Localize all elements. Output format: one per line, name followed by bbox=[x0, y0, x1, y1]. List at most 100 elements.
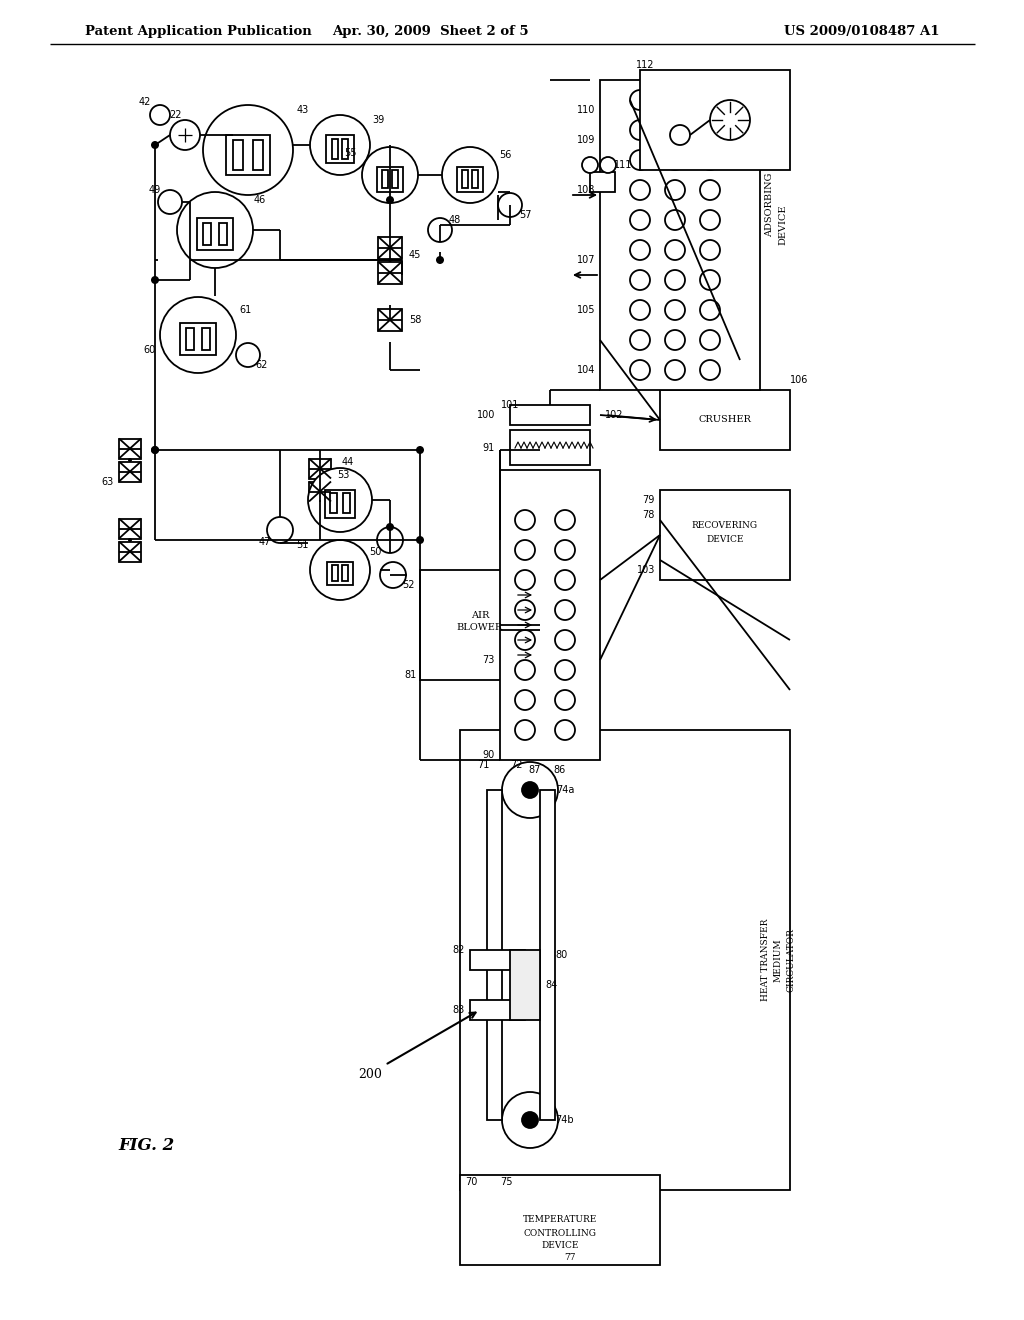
Circle shape bbox=[555, 510, 575, 531]
Text: 77: 77 bbox=[564, 1254, 575, 1262]
Circle shape bbox=[665, 150, 685, 170]
Circle shape bbox=[236, 343, 260, 367]
Bar bbox=[332, 139, 338, 158]
Circle shape bbox=[515, 570, 535, 590]
Circle shape bbox=[700, 150, 720, 170]
Circle shape bbox=[128, 458, 132, 462]
Bar bbox=[233, 140, 243, 170]
Circle shape bbox=[700, 330, 720, 350]
Circle shape bbox=[700, 90, 720, 110]
Bar bbox=[500, 470, 600, 760]
Circle shape bbox=[665, 120, 685, 140]
Text: 62: 62 bbox=[256, 360, 268, 370]
Bar bbox=[460, 730, 790, 1191]
Bar bbox=[119, 541, 141, 561]
Text: 43: 43 bbox=[297, 106, 309, 115]
Bar bbox=[660, 490, 790, 579]
Text: 74a: 74a bbox=[556, 785, 574, 795]
Circle shape bbox=[177, 191, 253, 268]
Text: ADSORBING: ADSORBING bbox=[765, 173, 774, 238]
Text: 63: 63 bbox=[101, 477, 113, 487]
Text: 100: 100 bbox=[476, 411, 495, 420]
Circle shape bbox=[665, 360, 685, 380]
Text: DEVICE: DEVICE bbox=[542, 1242, 579, 1250]
Circle shape bbox=[170, 120, 200, 150]
Circle shape bbox=[158, 190, 182, 214]
Circle shape bbox=[151, 446, 159, 454]
Circle shape bbox=[630, 150, 650, 170]
Text: AIR: AIR bbox=[471, 610, 489, 619]
Bar bbox=[330, 492, 337, 513]
Text: 109: 109 bbox=[577, 135, 595, 145]
Text: 107: 107 bbox=[577, 255, 595, 265]
Bar bbox=[325, 490, 355, 517]
Text: 78: 78 bbox=[643, 510, 655, 520]
Text: 104: 104 bbox=[577, 366, 595, 375]
Circle shape bbox=[442, 147, 498, 203]
Text: 108: 108 bbox=[577, 185, 595, 195]
Bar bbox=[202, 327, 210, 350]
Bar bbox=[253, 140, 263, 170]
Circle shape bbox=[428, 218, 452, 242]
Circle shape bbox=[203, 106, 293, 195]
Circle shape bbox=[502, 762, 558, 818]
Text: 84: 84 bbox=[545, 979, 557, 990]
Circle shape bbox=[555, 601, 575, 620]
Text: DEVICE: DEVICE bbox=[707, 536, 743, 544]
Bar bbox=[470, 950, 525, 970]
Text: US 2009/0108487 A1: US 2009/0108487 A1 bbox=[784, 25, 940, 37]
Bar bbox=[510, 430, 590, 465]
Circle shape bbox=[386, 195, 394, 205]
Circle shape bbox=[710, 100, 750, 140]
Circle shape bbox=[522, 781, 538, 799]
Text: 79: 79 bbox=[643, 495, 655, 506]
Circle shape bbox=[515, 601, 535, 620]
Text: TEMPERATURE: TEMPERATURE bbox=[523, 1216, 597, 1225]
Circle shape bbox=[665, 300, 685, 319]
Bar bbox=[332, 565, 338, 581]
Bar bbox=[309, 458, 331, 479]
Bar bbox=[510, 405, 590, 425]
Circle shape bbox=[665, 330, 685, 350]
Circle shape bbox=[600, 157, 616, 173]
Circle shape bbox=[386, 523, 394, 531]
Circle shape bbox=[515, 510, 535, 531]
Text: 82: 82 bbox=[453, 945, 465, 954]
Circle shape bbox=[555, 540, 575, 560]
Circle shape bbox=[630, 271, 650, 290]
Bar bbox=[342, 565, 348, 581]
Text: 200: 200 bbox=[358, 1068, 382, 1081]
Text: 75: 75 bbox=[500, 1177, 512, 1187]
Text: 74b: 74b bbox=[556, 1115, 574, 1125]
Bar bbox=[119, 438, 141, 458]
Bar bbox=[119, 462, 141, 482]
Circle shape bbox=[515, 540, 535, 560]
Text: 106: 106 bbox=[790, 375, 808, 385]
Circle shape bbox=[700, 300, 720, 319]
Circle shape bbox=[377, 527, 403, 553]
Bar bbox=[327, 562, 353, 585]
Circle shape bbox=[498, 193, 522, 216]
Circle shape bbox=[630, 180, 650, 201]
Circle shape bbox=[670, 125, 690, 145]
Circle shape bbox=[502, 1092, 558, 1148]
Circle shape bbox=[555, 570, 575, 590]
Circle shape bbox=[665, 271, 685, 290]
Text: 57: 57 bbox=[519, 210, 531, 220]
Bar bbox=[590, 172, 615, 191]
Bar bbox=[219, 223, 227, 246]
Circle shape bbox=[665, 180, 685, 201]
Text: 103: 103 bbox=[637, 565, 655, 576]
Text: BLOWER: BLOWER bbox=[457, 623, 503, 632]
Text: 53: 53 bbox=[337, 470, 349, 480]
Circle shape bbox=[380, 562, 406, 587]
Text: 42: 42 bbox=[139, 96, 152, 107]
Text: 58: 58 bbox=[409, 315, 421, 325]
Text: 105: 105 bbox=[577, 305, 595, 315]
Circle shape bbox=[436, 256, 444, 264]
Circle shape bbox=[128, 539, 132, 543]
Circle shape bbox=[630, 330, 650, 350]
Circle shape bbox=[308, 469, 372, 532]
Bar bbox=[457, 168, 483, 191]
Circle shape bbox=[630, 120, 650, 140]
